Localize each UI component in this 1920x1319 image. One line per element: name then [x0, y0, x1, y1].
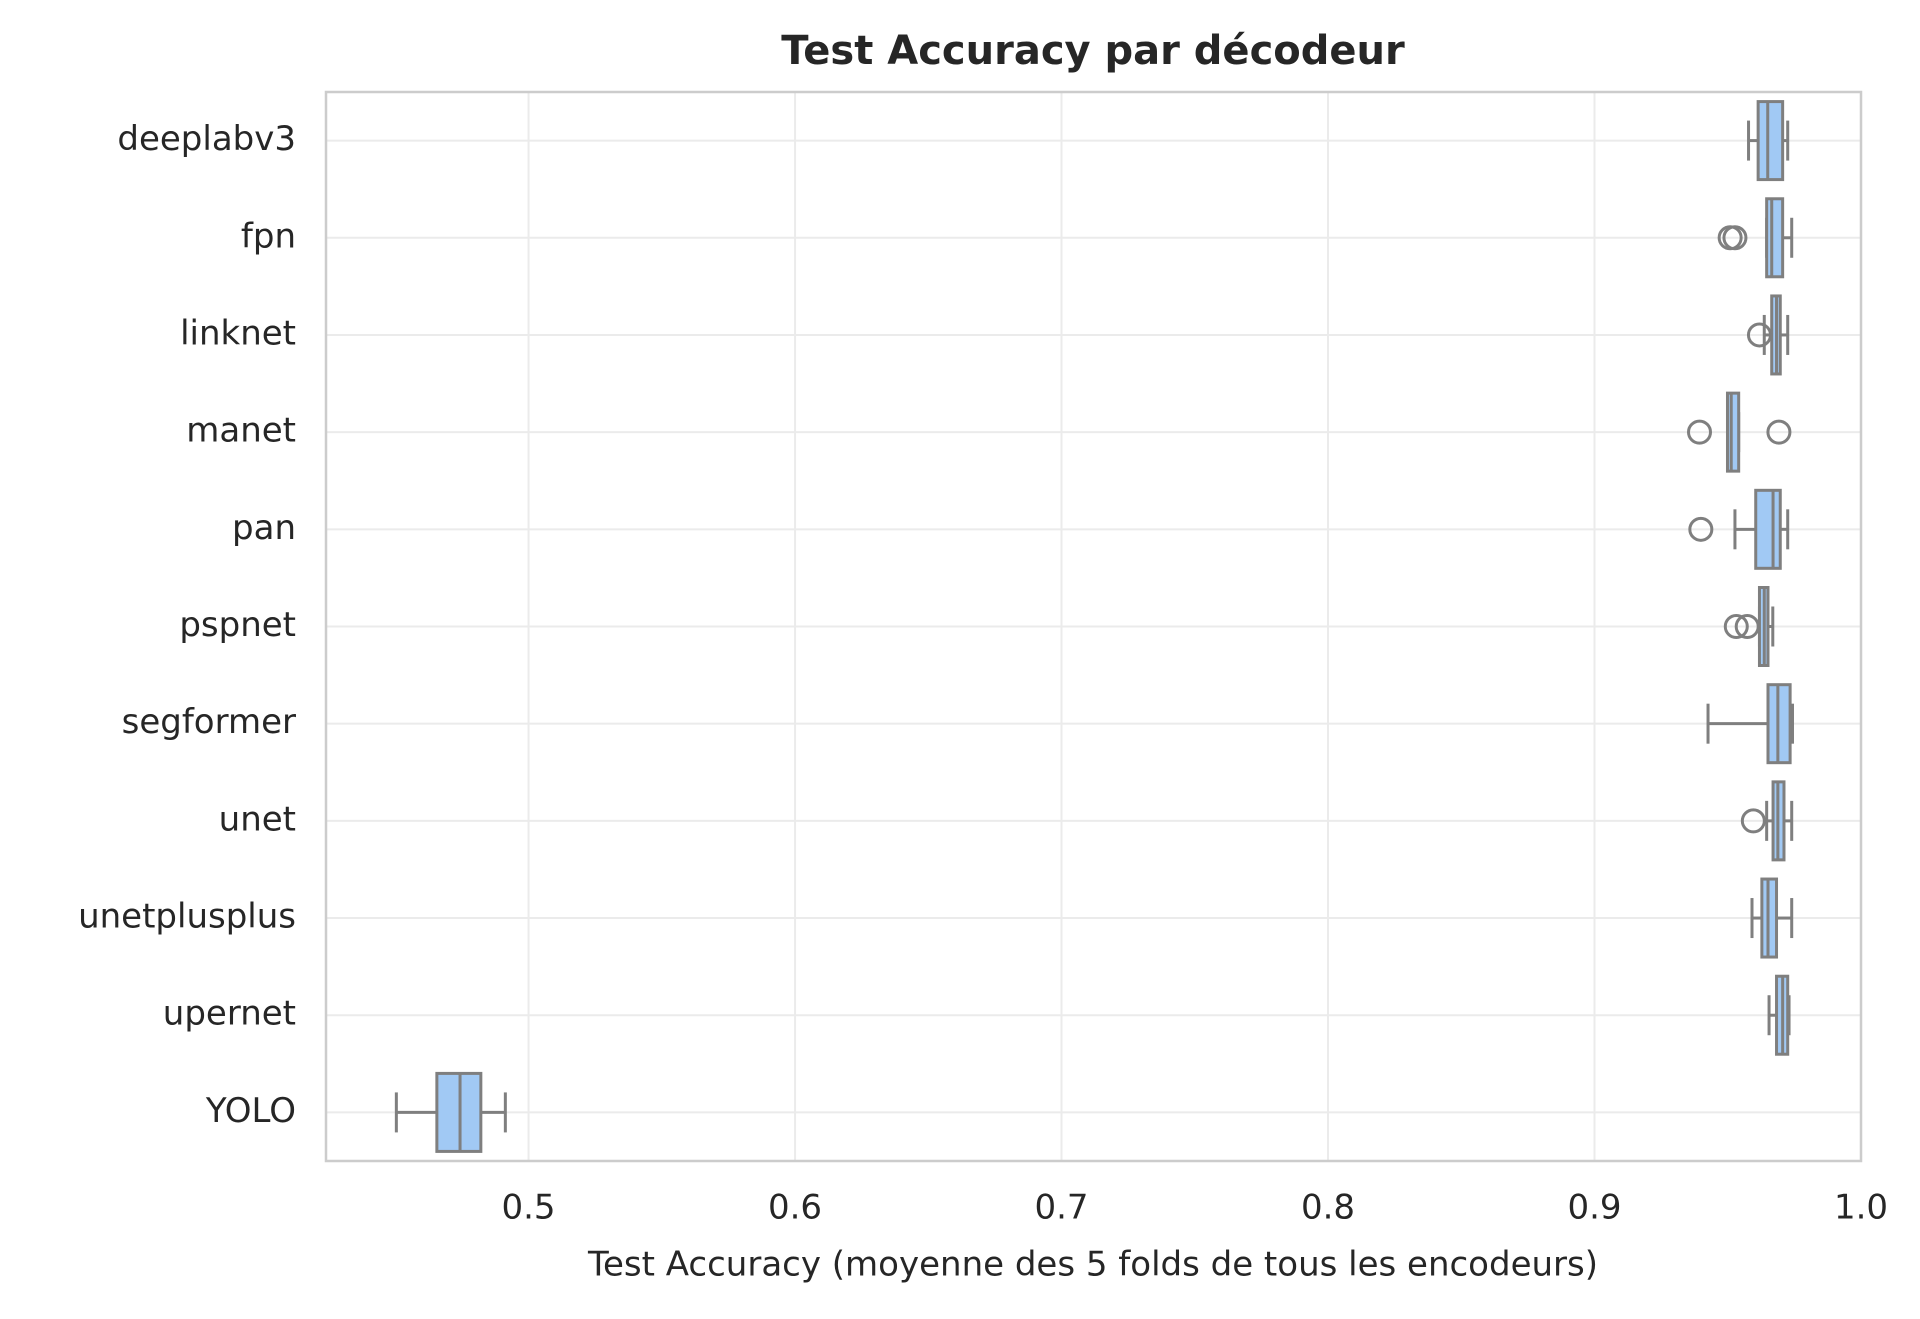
x-tick-label: 0.6 — [768, 1188, 822, 1228]
y-tick-label: pan — [232, 508, 296, 548]
x-tick-label: 0.8 — [1301, 1188, 1355, 1228]
y-tick-label: unetplusplus — [78, 897, 296, 937]
box — [1725, 391, 1741, 473]
y-tick-label: YOLO — [205, 1091, 296, 1131]
y-tick-label: linknet — [180, 313, 296, 353]
x-tick-label: 0.7 — [1034, 1188, 1088, 1228]
flier — [1688, 516, 1714, 542]
box — [1765, 197, 1785, 279]
flier — [1740, 808, 1766, 834]
box — [1756, 100, 1785, 182]
y-tick-label: manet — [186, 411, 296, 451]
x-tick-label: 1.0 — [1834, 1188, 1888, 1228]
x-axis-label: Test Accuracy (moyenne des 5 folds de to… — [587, 1245, 1598, 1285]
flier — [1687, 419, 1713, 445]
y-tick-label: deeplabv3 — [117, 119, 296, 159]
flier — [1746, 322, 1772, 348]
y-tick-label: upernet — [163, 994, 296, 1034]
y-tick-label: segformer — [122, 702, 296, 742]
flier — [1766, 419, 1792, 445]
y-tick-label: fpn — [241, 216, 296, 256]
box — [1754, 488, 1782, 570]
flier — [1723, 614, 1749, 639]
x-tick-label: 0.5 — [501, 1188, 555, 1228]
flier — [1734, 614, 1760, 639]
chart-title: Test Accuracy par décodeur — [781, 28, 1405, 74]
y-tick-label: unet — [219, 799, 296, 839]
flier — [1722, 225, 1748, 251]
y-tick-label: pspnet — [179, 605, 296, 645]
plot-frame — [324, 90, 1863, 1163]
x-tick-label: 0.9 — [1567, 1188, 1621, 1228]
